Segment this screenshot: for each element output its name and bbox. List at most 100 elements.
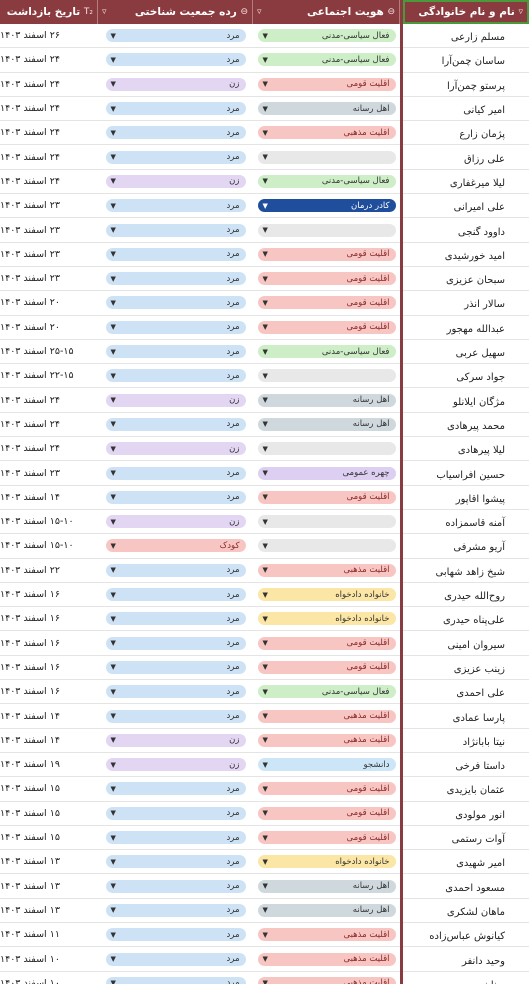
- name-cell[interactable]: پارسا عمادی: [403, 704, 529, 727]
- arrest-date-cell[interactable]: ۲۴ اسفند ۱۴۰۳: [0, 121, 98, 144]
- filter-icon[interactable]: ▿: [257, 7, 262, 17]
- chevron-down-icon[interactable]: ▼: [110, 517, 116, 526]
- social-identity-select[interactable]: فعال سیاسی-مدنی ▼: [257, 685, 396, 699]
- chevron-down-icon[interactable]: ▼: [262, 80, 268, 89]
- social-identity-select[interactable]: اقلیت قومی ▼: [257, 490, 396, 504]
- table-row[interactable]: عبدالله مهجور اقلیت قومی ▼ مرد ▼ ۲۰ اسفند ۱۴۰…: [0, 316, 529, 340]
- demographic-select[interactable]: مرد ▼: [105, 709, 246, 723]
- name-cell[interactable]: علی احمدی: [403, 680, 529, 703]
- demographic-cell[interactable]: مرد ▼: [98, 947, 253, 970]
- name-cell[interactable]: سهیل عربی: [403, 340, 529, 363]
- table-row[interactable]: مسعود احمدی اهل رسانه ▼ مرد ▼ ۱۳ اسفند ۱۴۰۳: [0, 875, 529, 899]
- social-identity-cell[interactable]: اقلیت قومی ▼: [253, 267, 400, 290]
- social-identity-cell[interactable]: دانشجو ▼: [253, 753, 400, 776]
- demographic-select[interactable]: زن ▼: [105, 174, 246, 188]
- chevron-down-icon[interactable]: ▼: [262, 833, 268, 842]
- table-row[interactable]: محمد پیرهادی اهل رسانه ▼ مرد ▼ ۲۴ اسفند ۱۴۰۳: [0, 413, 529, 438]
- demographic-cell[interactable]: مرد ▼: [98, 316, 253, 339]
- name-cell[interactable]: مسعود احمدی: [403, 875, 529, 898]
- demographic-select[interactable]: مرد ▼: [105, 466, 246, 480]
- name-cell[interactable]: جواد سرکی: [403, 364, 529, 387]
- social-identity-cell[interactable]: اقلیت قومی ▼: [253, 656, 400, 679]
- social-identity-cell[interactable]: خانواده دادخواه ▼: [253, 583, 400, 606]
- demographic-select[interactable]: مرد ▼: [105, 831, 246, 845]
- demographic-select[interactable]: زن ▼: [105, 758, 246, 772]
- arrest-date-cell[interactable]: ۲۶ اسفند ۱۴۰۳: [0, 24, 98, 47]
- arrest-date-cell[interactable]: ۱۶ اسفند ۱۴۰۳: [0, 583, 98, 606]
- table-row[interactable]: کیانوش عباس‌زاده اقلیت مذهبی ▼ مرد ▼ ۱۱ اسفند…: [0, 923, 529, 948]
- name-cell[interactable]: آریو مشرفی: [403, 534, 529, 557]
- chevron-down-icon[interactable]: ▼: [262, 882, 268, 891]
- social-identity-select[interactable]: اقلیت قومی ▼: [257, 320, 396, 334]
- demographic-cell[interactable]: مرد ▼: [98, 680, 253, 703]
- name-cell[interactable]: پیشوا اقاپور: [403, 486, 529, 509]
- demographic-select[interactable]: مرد ▼: [105, 296, 246, 310]
- social-identity-select[interactable]: اهل رسانه ▼: [257, 879, 396, 893]
- name-cell[interactable]: سیروان امینی: [403, 632, 529, 655]
- name-cell[interactable]: حسین افراسیاب: [403, 461, 529, 484]
- frozen-column-divider[interactable]: [400, 0, 403, 984]
- arrest-date-cell[interactable]: ۲۴ اسفند ۱۴۰۳: [0, 413, 98, 436]
- table-row[interactable]: امیر کیانی اهل رسانه ▼ مرد ▼ ۲۴ اسفند ۱۴۰۳: [0, 97, 529, 122]
- arrest-date-cell[interactable]: ۲۴ اسفند ۱۴۰۳: [0, 437, 98, 460]
- chevron-down-icon[interactable]: ▼: [262, 566, 268, 575]
- social-identity-select[interactable]: اقلیت مذهبی ▼: [257, 928, 396, 942]
- table-row[interactable]: جواد سرکی ▼ مرد ▼ ۲۲-۱۵ اسفند ۱۴۰۳: [0, 364, 529, 389]
- demographic-cell[interactable]: مرد ▼: [98, 583, 253, 606]
- arrest-date-cell[interactable]: ۱۴ اسفند ۱۴۰۳: [0, 486, 98, 509]
- chevron-down-icon[interactable]: ▼: [262, 590, 268, 599]
- chevron-down-icon[interactable]: ▼: [262, 663, 268, 672]
- social-identity-cell[interactable]: اهل رسانه ▼: [253, 413, 400, 436]
- demographic-select[interactable]: مرد ▼: [105, 782, 246, 796]
- social-identity-cell[interactable]: ▼: [253, 218, 400, 241]
- arrest-date-cell[interactable]: ۱۵ اسفند ۱۴۰۳: [0, 802, 98, 825]
- social-identity-cell[interactable]: اهل رسانه ▼: [253, 899, 400, 922]
- name-cell[interactable]: امید خورشیدی: [403, 243, 529, 266]
- filter-icon[interactable]: ▿: [518, 7, 523, 17]
- chevron-down-icon[interactable]: ▼: [262, 201, 268, 210]
- demographic-select[interactable]: مرد ▼: [105, 369, 246, 383]
- table-row[interactable]: نیتا بابانژاد اقلیت مذهبی ▼ زن ▼ ۱۴ اسفند ۱۴۰…: [0, 729, 529, 753]
- arrest-date-cell[interactable]: ۲۴ اسفند ۱۴۰۳: [0, 146, 98, 169]
- chevron-down-icon[interactable]: ▼: [110, 882, 116, 891]
- arrest-date-cell[interactable]: ۱۱ اسفند ۱۴۰۳: [0, 923, 98, 946]
- social-identity-select[interactable]: ▼: [257, 539, 396, 553]
- social-identity-cell[interactable]: ▼: [253, 146, 400, 169]
- demographic-cell[interactable]: مرد ▼: [98, 364, 253, 387]
- social-identity-select[interactable]: اقلیت قومی ▼: [257, 831, 396, 845]
- name-cell[interactable]: روح‌الله حیدری: [403, 583, 529, 606]
- demographic-cell[interactable]: مرد ▼: [98, 121, 253, 144]
- social-identity-select[interactable]: اقلیت قومی ▼: [257, 660, 396, 674]
- table-row[interactable]: علی امیرانی کادر درمان ▼ مرد ▼ ۲۳ اسفند ۱۴۰۳: [0, 194, 529, 219]
- table-row[interactable]: امید خورشیدی اقلیت قومی ▼ مرد ▼ ۲۳ اسفند ۱۴۰۳: [0, 243, 529, 267]
- demographic-cell[interactable]: مرد ▼: [98, 923, 253, 946]
- social-identity-cell[interactable]: ▼: [253, 534, 400, 557]
- demographic-select[interactable]: مرد ▼: [105, 345, 246, 359]
- chevron-down-icon[interactable]: ▼: [262, 55, 268, 64]
- arrest-date-cell[interactable]: ۱۳ اسفند ۱۴۰۳: [0, 899, 98, 922]
- demographic-select[interactable]: مرد ▼: [105, 320, 246, 334]
- name-cell[interactable]: امیر کیانی: [403, 97, 529, 120]
- social-identity-cell[interactable]: اهل رسانه ▼: [253, 97, 400, 120]
- social-identity-cell[interactable]: اقلیت قومی ▼: [253, 291, 400, 314]
- demographic-select[interactable]: مرد ▼: [105, 102, 246, 116]
- demographic-cell[interactable]: زن ▼: [98, 729, 253, 752]
- name-cell[interactable]: آوات رستمی: [403, 826, 529, 849]
- table-row[interactable]: عثمان بایزیدی اقلیت قومی ▼ مرد ▼ ۱۵ اسفند ۱۴۰…: [0, 777, 529, 802]
- table-row[interactable]: سهیل عربی فعال سیاسی-مدنی ▼ مرد ▼ ۲۵-۱۵ اسفند…: [0, 340, 529, 365]
- social-identity-cell[interactable]: فعال سیاسی-مدنی ▼: [253, 24, 400, 47]
- social-identity-select[interactable]: خانواده دادخواه ▼: [257, 588, 396, 602]
- chevron-down-icon[interactable]: ▼: [110, 809, 116, 818]
- chevron-down-icon[interactable]: ▼: [262, 930, 268, 939]
- column-header-social-identity[interactable]: ⊖ هویت اجتماعی ▿: [253, 0, 400, 24]
- chevron-down-icon[interactable]: ▼: [110, 469, 116, 478]
- arrest-date-cell[interactable]: ۱۹ اسفند ۱۴۰۳: [0, 753, 98, 776]
- chevron-down-icon[interactable]: ▼: [110, 566, 116, 575]
- demographic-cell[interactable]: مرد ▼: [98, 267, 253, 290]
- name-cell[interactable]: لیلا میرغفاری: [403, 170, 529, 193]
- demographic-select[interactable]: زن ▼: [105, 77, 246, 91]
- table-row[interactable]: مژگان ایلانلو اهل رسانه ▼ زن ▼ ۲۴ اسفند ۱۴۰۳: [0, 389, 529, 413]
- chevron-down-icon[interactable]: ▼: [262, 955, 268, 964]
- name-cell[interactable]: سالار انذر: [403, 291, 529, 314]
- arrest-date-cell[interactable]: ۲۴ اسفند ۱۴۰۳: [0, 48, 98, 71]
